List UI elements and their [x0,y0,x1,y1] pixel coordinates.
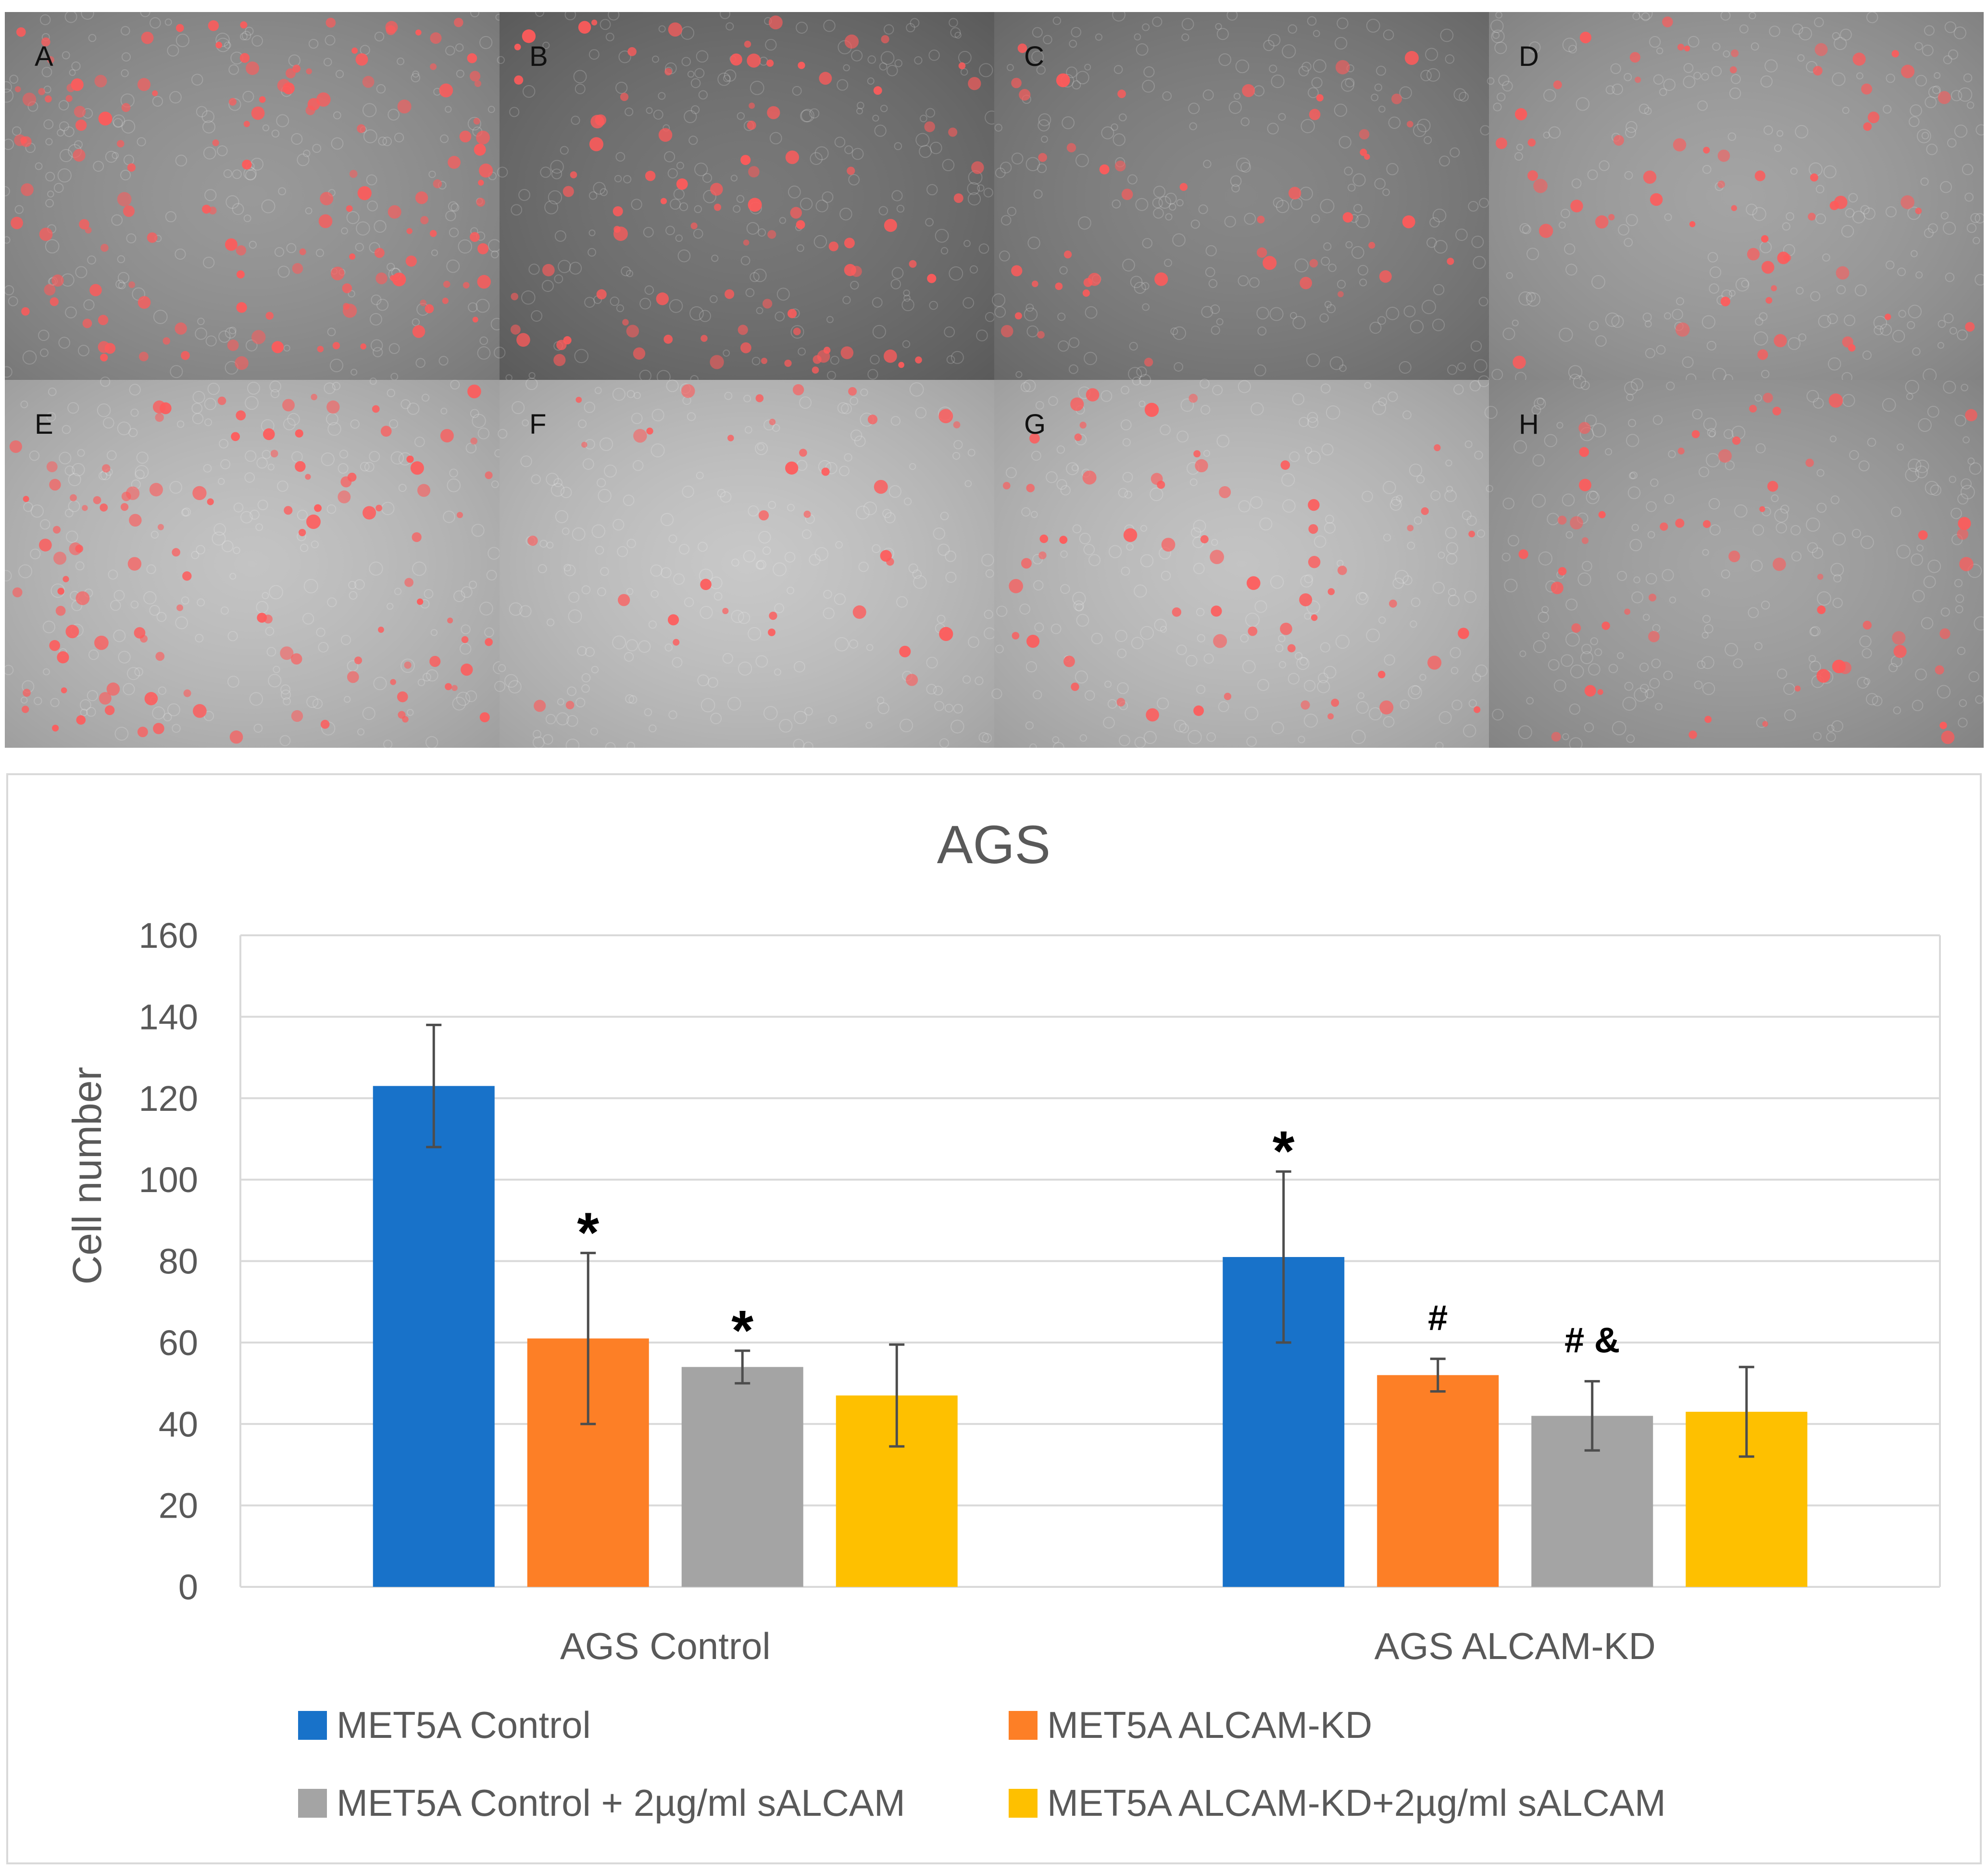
y-tick-label: 0 [178,1567,198,1607]
legend-swatch-2 [1009,1711,1038,1740]
micrograph-panel-f: F [494,377,996,750]
significance-marker: * [1273,1119,1295,1183]
bar-3-1 [681,1367,803,1587]
legend-label-4: MET5A ALCAM-KD+2µg/ml sALCAM [1047,1782,1666,1824]
y-tick-label: 80 [159,1242,198,1282]
panel-label-e: E [35,409,53,440]
y-tick-label: 40 [159,1404,198,1444]
gridlines [239,934,1941,1588]
chart-area-border [6,773,1982,1864]
microscopy-panel-grid: A B C D E F G H [0,6,1988,750]
legend-label-3: MET5A Control + 2µg/ml sALCAM [337,1782,905,1824]
legend-label-2: MET5A ALCAM-KD [1047,1704,1372,1746]
panel-label-g: G [1024,409,1046,440]
y-tick-label: 60 [159,1323,198,1363]
x-category-label: AGS ALCAM-KD [1375,1625,1656,1667]
bar-1-1 [373,1086,495,1587]
micrograph-panel-a: A [0,6,503,381]
significance-marker: * [731,1299,753,1362]
significance-marker: # [1428,1298,1448,1338]
y-tick-label: 20 [159,1486,198,1526]
panel-label-a: A [35,41,53,72]
panel-label-f: F [529,409,546,440]
chart-title: AGS [937,815,1051,875]
micrograph-panel-d: D [1487,6,1987,385]
panel-label-d: D [1519,41,1539,72]
y-tick-label: 100 [139,1160,198,1200]
bar-2-2 [1377,1375,1499,1587]
x-axis-categories: AGS Control AGS ALCAM-KD [560,1625,1656,1667]
legend-swatch-3 [298,1789,327,1818]
panel-label-h: H [1519,409,1539,440]
legend-swatch-1 [298,1711,327,1740]
micrograph-panel-g: G [991,374,1490,750]
significance-marker: # & [1564,1320,1620,1360]
panel-label-c: C [1024,41,1044,72]
micrograph-panel-h: H [1484,375,1988,750]
micrograph-panel-b: B [493,7,999,384]
x-category-label: AGS Control [560,1625,771,1667]
panel-label-b: B [529,41,548,72]
micrograph-panel-c: C [992,8,1490,381]
legend-swatch-4 [1009,1789,1038,1818]
y-tick-label: 160 [139,916,198,955]
y-axis-title: Cell number [64,1067,110,1285]
y-axis-ticks: 0 20 40 60 80 100 120 140 160 [139,916,198,1607]
significance-marker: * [577,1201,599,1265]
legend-label-1: MET5A Control [337,1704,591,1746]
error-bars [426,1023,1754,1458]
legend: MET5A Control MET5A ALCAM-KD MET5A Control… [298,1704,1666,1824]
significance-markers: * * * # # & [577,1119,1620,1362]
micrograph-panel-e: E [0,377,506,749]
y-tick-label: 120 [139,1079,198,1119]
y-tick-label: 140 [139,997,198,1037]
